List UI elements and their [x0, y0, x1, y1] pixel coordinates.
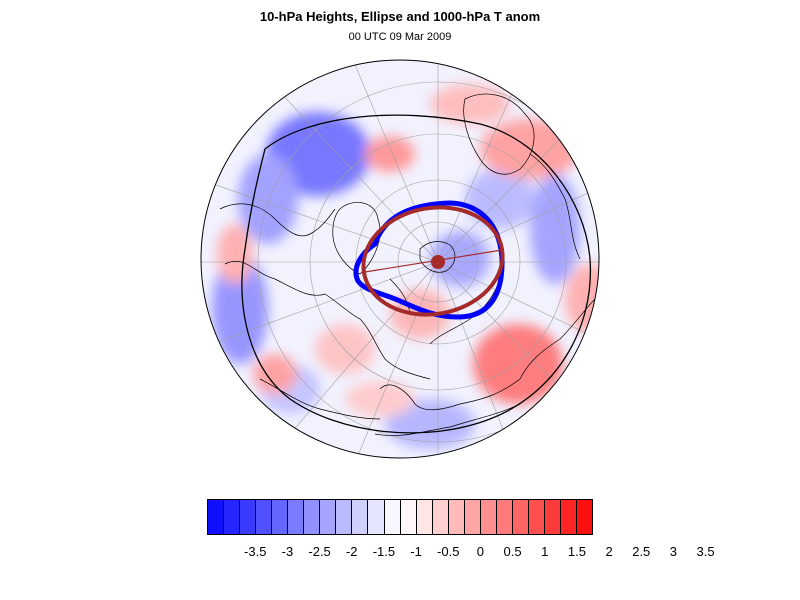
colorbar-swatch	[480, 500, 497, 534]
colorbar-swatch	[528, 500, 545, 534]
colorbar-label: -3.5	[244, 544, 267, 559]
colorbar-swatch	[256, 500, 273, 534]
colorbar-swatch	[368, 500, 385, 534]
colorbar-label: 2.5	[632, 544, 651, 559]
colorbar-swatch	[320, 500, 337, 534]
colorbar-swatch	[496, 500, 513, 534]
map-subtitle: 00 UTC 09 Mar 2009	[348, 31, 452, 43]
map-border	[200, 59, 600, 459]
colorbar-swatch	[224, 500, 241, 534]
colorbar-swatch	[400, 500, 417, 534]
colorbar-swatch	[577, 500, 593, 534]
ellipse-center-marker	[431, 255, 445, 269]
colorbar-label: -2.5	[308, 544, 331, 559]
colorbar-label: -0.5	[437, 544, 460, 559]
colorbar-swatch	[416, 500, 433, 534]
map-title: 10-hPa Heights, Ellipse and 1000-hPa T a…	[259, 9, 541, 24]
colorbar-swatch	[208, 500, 225, 534]
colorbar-label: 1	[541, 544, 549, 559]
vortex-contour	[353, 200, 505, 320]
colorbar-swatch	[240, 500, 257, 534]
colorbar-swatch	[432, 500, 449, 534]
colorbar-label: 0	[476, 544, 485, 559]
colorbar-label: 1.5	[567, 544, 586, 559]
colorbar-swatch	[512, 500, 529, 534]
colorbar-swatch	[448, 500, 465, 534]
colorbar-swatch	[544, 500, 562, 534]
vortex-ellipse	[361, 205, 505, 317]
colorbar	[207, 499, 593, 535]
colorbar-label: -3	[281, 544, 294, 559]
colorbar-swatch	[336, 500, 353, 534]
colorbar-label: 0.5	[503, 544, 522, 559]
colorbar-label: -2	[345, 544, 358, 559]
colorbar-label: -1.5	[372, 544, 396, 559]
colorbar-swatch	[384, 500, 401, 534]
colorbar-swatch	[272, 500, 289, 534]
height-contour	[241, 114, 592, 434]
colorbar-swatch	[464, 500, 481, 534]
colorbar-label: 3	[669, 544, 678, 559]
colorbar-swatch	[304, 500, 321, 534]
colorbar-label: 3.5	[696, 544, 715, 559]
colorbar-label: 2	[605, 544, 613, 559]
colorbar-label: -1	[410, 544, 422, 559]
colorbar-labels: -3.5 -3 -2.5 -2 -1.5 -1 -0.5 0 0.5 1 1.5 2 2.5 3 3.5	[0, 544, 800, 560]
polar-map	[200, 59, 600, 459]
colorbar-swatch	[561, 500, 578, 534]
colorbar-swatch	[288, 500, 305, 534]
colorbar-swatch	[352, 500, 369, 534]
